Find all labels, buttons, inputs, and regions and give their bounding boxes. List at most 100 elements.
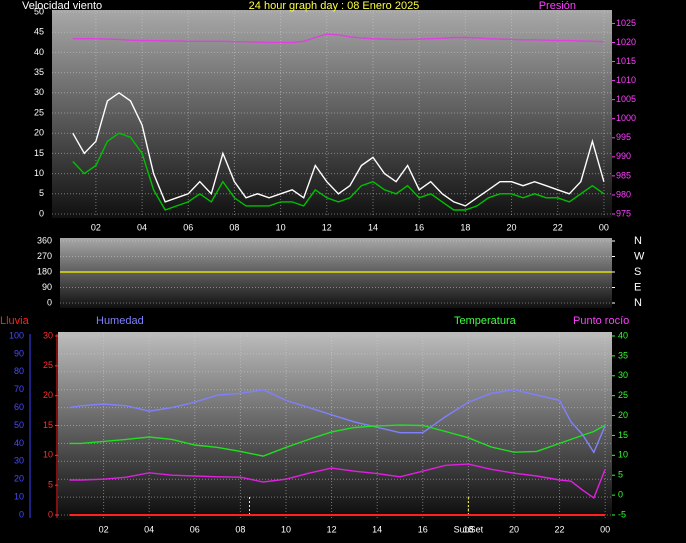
x-tick-label: 10 <box>276 222 286 232</box>
y-tick-label: 30 <box>34 87 44 97</box>
y-tick-label: 100 <box>9 330 24 340</box>
y-tick-label: 50 <box>34 6 44 16</box>
y-tick-label: 90 <box>42 282 52 292</box>
y-tick-label: 15 <box>618 430 628 440</box>
y-tick-label: 10 <box>14 491 24 501</box>
y-tick-label: 5 <box>618 470 623 480</box>
y-tick-label: 35 <box>34 67 44 77</box>
x-tick-label: 02 <box>91 222 101 232</box>
x-tick-label: 02 <box>99 524 109 534</box>
y-tick-label: 1015 <box>616 56 636 66</box>
y-tick-label: 20 <box>618 410 628 420</box>
y-tick-label: E <box>634 281 641 293</box>
y-tick-label: 25 <box>618 390 628 400</box>
x-tick-label: 20 <box>507 222 517 232</box>
series-line <box>72 132 605 211</box>
y-tick-label: 270 <box>37 251 52 261</box>
legend-label: Humedad <box>96 315 144 327</box>
y-tick-label: 20 <box>34 128 44 138</box>
x-tick-label: 04 <box>137 222 147 232</box>
axis-title: Velocidad viento <box>22 0 102 12</box>
y-tick-label: 10 <box>43 450 53 460</box>
x-tick-label: 14 <box>368 222 378 232</box>
y-tick-label: 5 <box>39 188 44 198</box>
y-tick-label: 1000 <box>616 113 636 123</box>
y-tick-label: 0 <box>47 297 52 307</box>
sun-label: SunSet <box>454 524 484 534</box>
series-line <box>69 424 606 457</box>
y-tick-label: -5 <box>618 509 626 519</box>
y-tick-label: 40 <box>618 330 628 340</box>
y-tick-label: 180 <box>37 266 52 276</box>
x-tick-label: 00 <box>600 524 610 534</box>
y-tick-label: 30 <box>618 370 628 380</box>
plot-area <box>52 10 612 218</box>
x-tick-label: 04 <box>144 524 154 534</box>
y-tick-label: 60 <box>14 402 24 412</box>
y-tick-label: 360 <box>37 235 52 245</box>
y-tick-label: 5 <box>48 480 53 490</box>
y-tick-label: 35 <box>618 350 628 360</box>
y-tick-label: 25 <box>34 107 44 117</box>
series-line <box>72 33 604 44</box>
y-tick-label: 30 <box>43 330 53 340</box>
y-tick-label: 985 <box>616 170 631 180</box>
legend-label: Punto rocío <box>573 315 629 327</box>
y-tick-label: 0 <box>19 509 24 519</box>
y-tick-label: 980 <box>616 189 631 199</box>
x-tick-label: 06 <box>190 524 200 534</box>
y-tick-label: 25 <box>43 360 53 370</box>
y-tick-label: 20 <box>43 390 53 400</box>
y-tick-label: 90 <box>14 348 24 358</box>
x-tick-label: 00 <box>599 222 609 232</box>
series-line <box>69 388 606 454</box>
y-tick-label: 1020 <box>616 37 636 47</box>
y-tick-label: 0 <box>48 509 53 519</box>
x-tick-label: 16 <box>418 524 428 534</box>
x-tick-label: 20 <box>509 524 519 534</box>
y-tick-label: 10 <box>34 168 44 178</box>
chart-title: 24 hour graph day : 08 Enero 2025 <box>249 0 420 12</box>
legend-label: Temperatura <box>454 315 517 327</box>
y-tick-label: 10 <box>618 450 628 460</box>
y-tick-label: 15 <box>34 148 44 158</box>
x-tick-label: 06 <box>183 222 193 232</box>
y-tick-label: 975 <box>616 208 631 218</box>
x-tick-label: 22 <box>553 222 563 232</box>
y-tick-label: 80 <box>14 366 24 376</box>
y-tick-label: 1010 <box>616 75 636 85</box>
y-tick-label: W <box>634 250 645 262</box>
y-tick-label: 0 <box>39 208 44 218</box>
y-tick-label: 50 <box>14 420 24 430</box>
y-tick-label: 40 <box>14 438 24 448</box>
y-tick-label: 1025 <box>616 18 636 28</box>
y-tick-label: 30 <box>14 456 24 466</box>
y-tick-label: N <box>634 235 642 247</box>
x-tick-label: 08 <box>235 524 245 534</box>
y-tick-label: 15 <box>43 420 53 430</box>
series-line <box>69 463 606 499</box>
x-tick-label: 16 <box>414 222 424 232</box>
x-tick-label: 22 <box>555 524 565 534</box>
x-tick-label: 18 <box>460 222 470 232</box>
y-tick-label: 0 <box>618 489 623 499</box>
y-tick-label: N <box>634 297 642 309</box>
plot-area <box>60 238 612 308</box>
x-tick-label: 18 <box>463 524 473 534</box>
x-tick-label: 08 <box>229 222 239 232</box>
y-tick-label: 70 <box>14 384 24 394</box>
y-tick-label: 40 <box>34 47 44 57</box>
y-tick-label: 20 <box>14 474 24 484</box>
y-tick-label: 45 <box>34 27 44 37</box>
axis-title: Presión <box>539 0 576 12</box>
x-tick-label: 12 <box>327 524 337 534</box>
legend-label: Lluvia <box>0 315 30 327</box>
x-tick-label: 10 <box>281 524 291 534</box>
series-line <box>72 91 605 207</box>
x-tick-label: 14 <box>372 524 382 534</box>
y-tick-label: S <box>634 266 641 278</box>
y-tick-label: 995 <box>616 132 631 142</box>
y-tick-label: 990 <box>616 151 631 161</box>
x-tick-label: 12 <box>322 222 332 232</box>
